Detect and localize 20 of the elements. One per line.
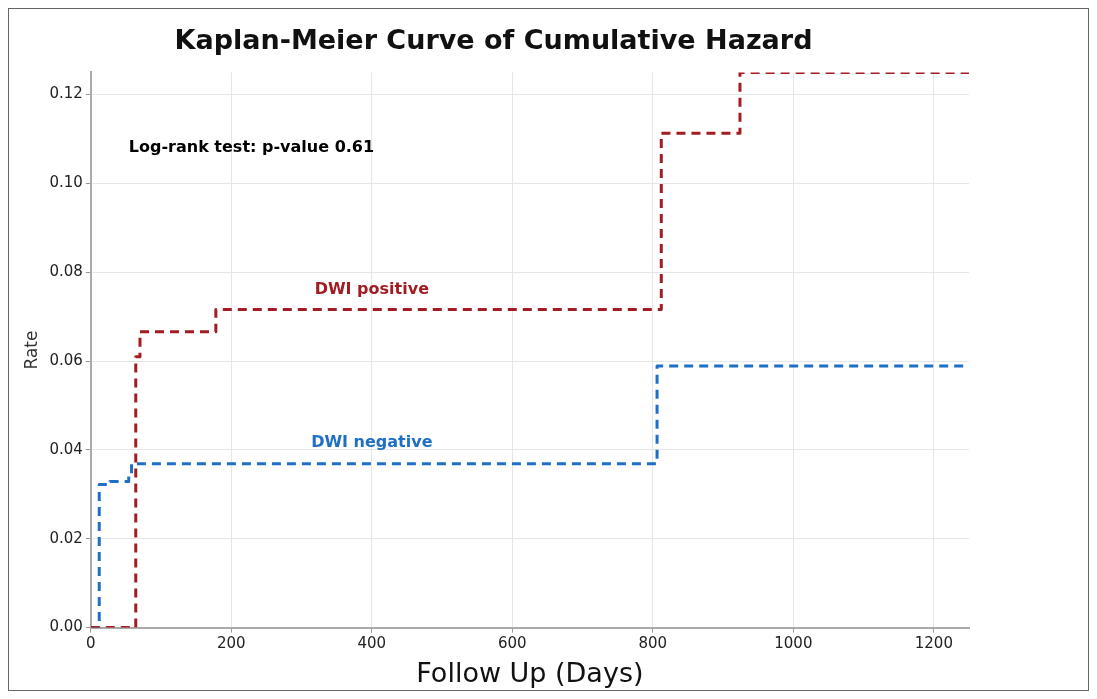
y-tick-label: 0.08 (49, 262, 83, 281)
y-tick-label: 0.06 (49, 350, 83, 369)
y-tick-label: 0.12 (49, 84, 83, 103)
series-label: DWI positive (314, 279, 430, 299)
y-tick-label: 0.00 (49, 617, 83, 636)
x-tick-label: 0 (86, 634, 96, 653)
annotation: Log-rank test: p-value 0.61 (128, 136, 375, 156)
x-tick-label: 600 (498, 634, 527, 653)
x-tick-label: 1200 (914, 634, 953, 653)
series-label: DWI negative (311, 432, 433, 452)
y-tick-label: 0.10 (49, 173, 83, 192)
y-tick-label: 0.04 (49, 439, 83, 458)
x-tick-label: 200 (216, 634, 246, 653)
y-tick-label: 0.02 (49, 528, 83, 547)
chart-title: Kaplan-Meier Curve of Cumulative Hazard (174, 24, 813, 56)
x-tick-label: 800 (638, 634, 668, 653)
x-axis-title: Follow Up (Days) (416, 656, 644, 688)
x-tick-label: 400 (357, 634, 387, 653)
y-axis-title: Rate (20, 330, 41, 370)
x-tick-label: 1000 (774, 634, 813, 653)
